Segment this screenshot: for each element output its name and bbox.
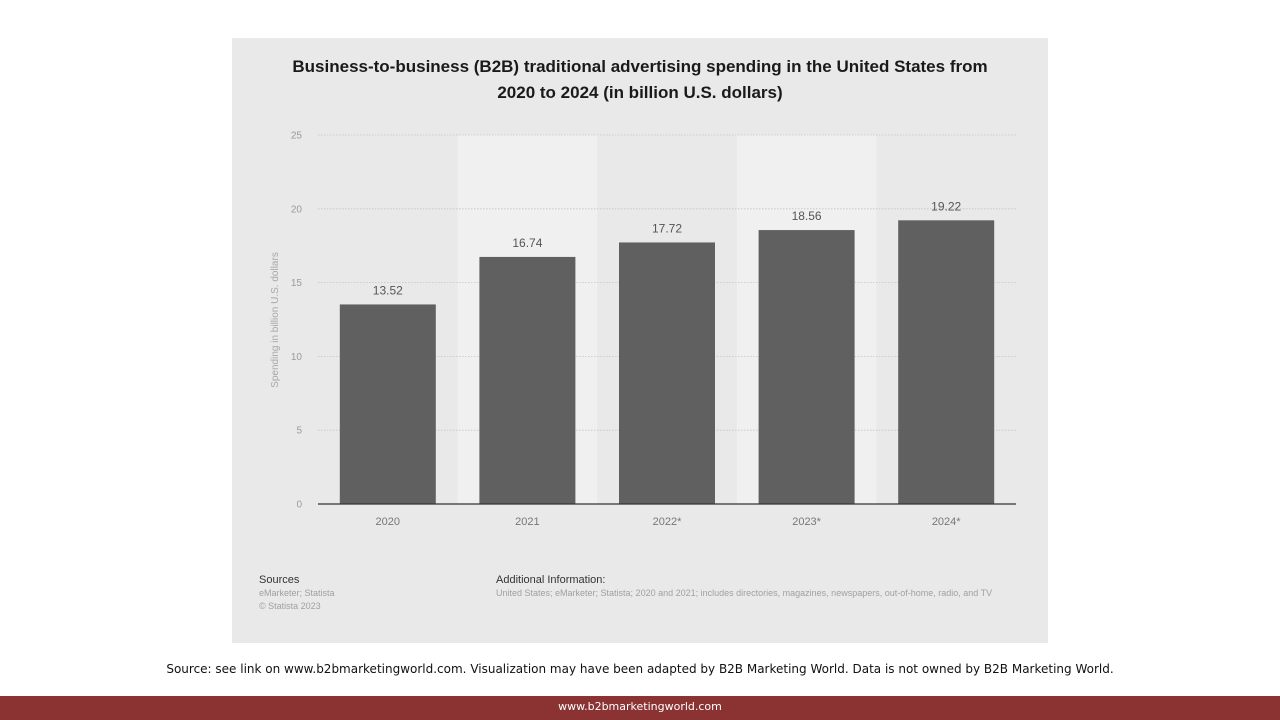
x-tick-label: 2023*	[792, 516, 821, 528]
y-tick-label: 25	[291, 131, 303, 142]
source-note: Source: see link on www.b2bmarketingworl…	[166, 662, 1114, 676]
bar	[339, 304, 436, 504]
bar	[758, 230, 855, 505]
y-tick-label: 0	[296, 500, 302, 511]
y-tick-label: 5	[296, 426, 302, 437]
bar	[619, 242, 715, 504]
footer-bar: www.b2bmarketingworld.com	[0, 696, 1280, 720]
x-tick-label: 2024*	[932, 516, 961, 528]
copyright-line: © Statista 2023	[259, 601, 321, 611]
x-tick-label: 2021	[515, 516, 539, 528]
site-url-link[interactable]: www.b2bmarketingworld.com	[558, 700, 722, 713]
additional-info-text: United States; eMarketer; Statista; 2020…	[496, 588, 993, 598]
x-tick-label: 2022*	[653, 516, 682, 528]
chart-card: Business-to-business (B2B) traditional a…	[232, 38, 1048, 643]
data-label: 18.56	[792, 209, 822, 223]
bar-chart: 0 5 10 15 20 25 13.52 16.74 17.72 18.56 19.22 202…	[270, 131, 1016, 528]
data-label: 16.74	[512, 236, 542, 250]
y-tick-label: 20	[291, 204, 303, 215]
data-label: 19.22	[931, 199, 961, 213]
additional-info-heading: Additional Information:	[496, 574, 606, 586]
bar	[479, 256, 576, 504]
y-tick-label: 10	[291, 352, 303, 363]
sources-heading: Sources	[259, 574, 300, 586]
x-tick-label: 2020	[376, 516, 400, 528]
y-axis-title: Spending in billion U.S. dollars	[270, 252, 281, 388]
data-label: 17.72	[652, 221, 682, 235]
chart-title: Business-to-business (B2B) traditional a…	[292, 57, 988, 102]
sources-line: eMarketer; Statista	[259, 588, 335, 598]
data-label: 13.52	[373, 283, 403, 297]
y-tick-label: 15	[291, 278, 303, 289]
bar	[898, 220, 995, 504]
